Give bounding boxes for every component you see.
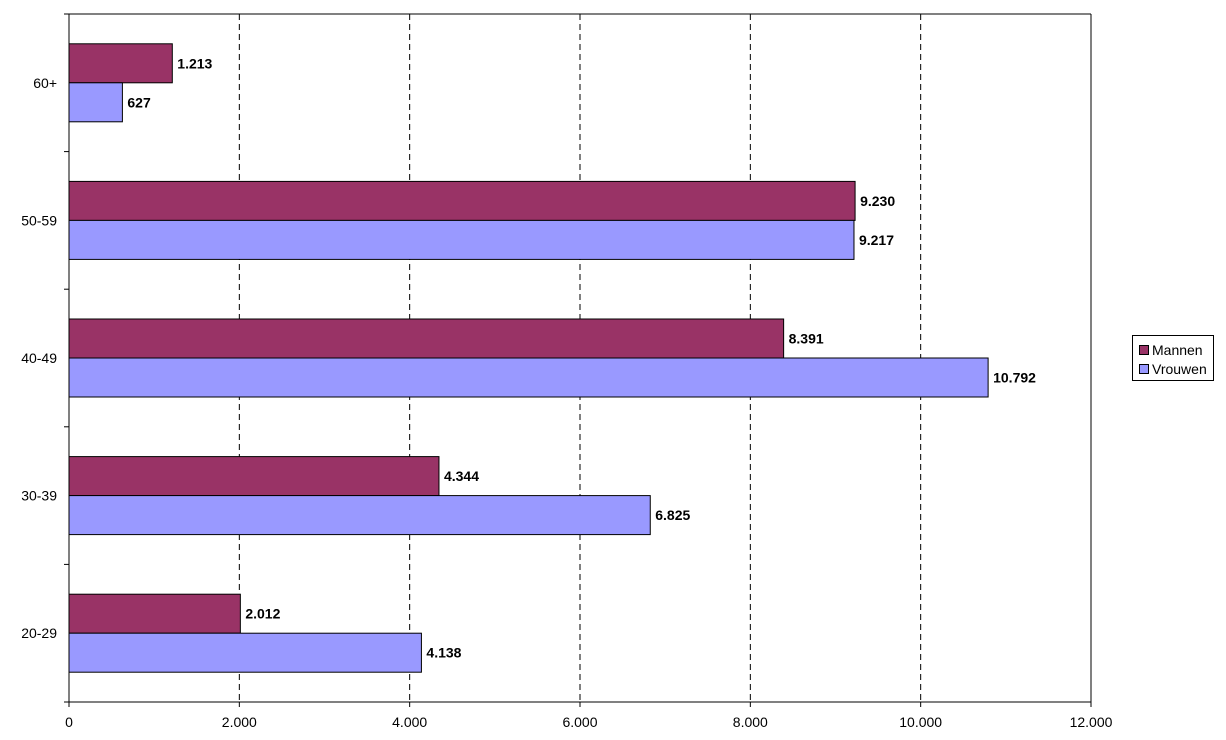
data-label: 4.344 xyxy=(444,468,479,484)
data-label: 9.230 xyxy=(860,193,895,209)
data-label: 9.217 xyxy=(859,232,894,248)
legend-item-vrouwen: Vrouwen xyxy=(1139,359,1213,378)
x-tick-label: 8.000 xyxy=(733,714,768,730)
x-tick-label: 4.000 xyxy=(392,714,427,730)
bar-mannen-50-59 xyxy=(68,180,856,221)
legend: Mannen Vrouwen xyxy=(1132,335,1214,381)
bar-vrouwen-50-59 xyxy=(68,219,855,260)
category-label: 20-29 xyxy=(21,625,57,641)
data-label: 627 xyxy=(127,94,151,110)
x-tick-label: 12.000 xyxy=(1070,714,1113,730)
data-label: 2.012 xyxy=(245,606,280,622)
bar-mannen-60+ xyxy=(68,43,173,84)
x-tick-label: 10.000 xyxy=(899,714,942,730)
bar-mannen-30-39 xyxy=(68,456,440,497)
legend-label-mannen: Mannen xyxy=(1152,341,1203,358)
data-label: 6.825 xyxy=(655,507,690,523)
x-tick-label: 0 xyxy=(65,714,73,730)
bar-vrouwen-40-49 xyxy=(68,357,989,398)
bars xyxy=(68,43,989,673)
category-label: 30-39 xyxy=(21,488,57,504)
data-label: 4.138 xyxy=(426,645,461,661)
labels: 2.012 4.138 20-29 4.344 6.825 30-39 8.391 10.79… xyxy=(21,55,1112,730)
category-label: 60+ xyxy=(33,75,57,91)
x-tick-label: 6.000 xyxy=(562,714,597,730)
legend-item-mannen: Mannen xyxy=(1139,340,1213,359)
bar-mannen-40-49 xyxy=(68,318,785,359)
x-tick-label: 2.000 xyxy=(222,714,257,730)
bar-mannen-20-29 xyxy=(68,593,241,634)
category-label: 50-59 xyxy=(21,212,57,228)
bar-vrouwen-60+ xyxy=(68,82,123,123)
legend-swatch-mannen xyxy=(1139,344,1149,355)
legend-label-vrouwen: Vrouwen xyxy=(1152,360,1207,377)
data-label: 1.213 xyxy=(177,55,212,71)
bar-vrouwen-30-39 xyxy=(68,495,651,536)
bar-vrouwen-20-29 xyxy=(68,632,422,673)
data-label: 10.792 xyxy=(993,370,1036,386)
axes xyxy=(64,13,1092,707)
data-label: 8.391 xyxy=(789,331,824,347)
legend-swatch-vrouwen xyxy=(1139,363,1149,374)
category-label: 40-49 xyxy=(21,350,57,366)
